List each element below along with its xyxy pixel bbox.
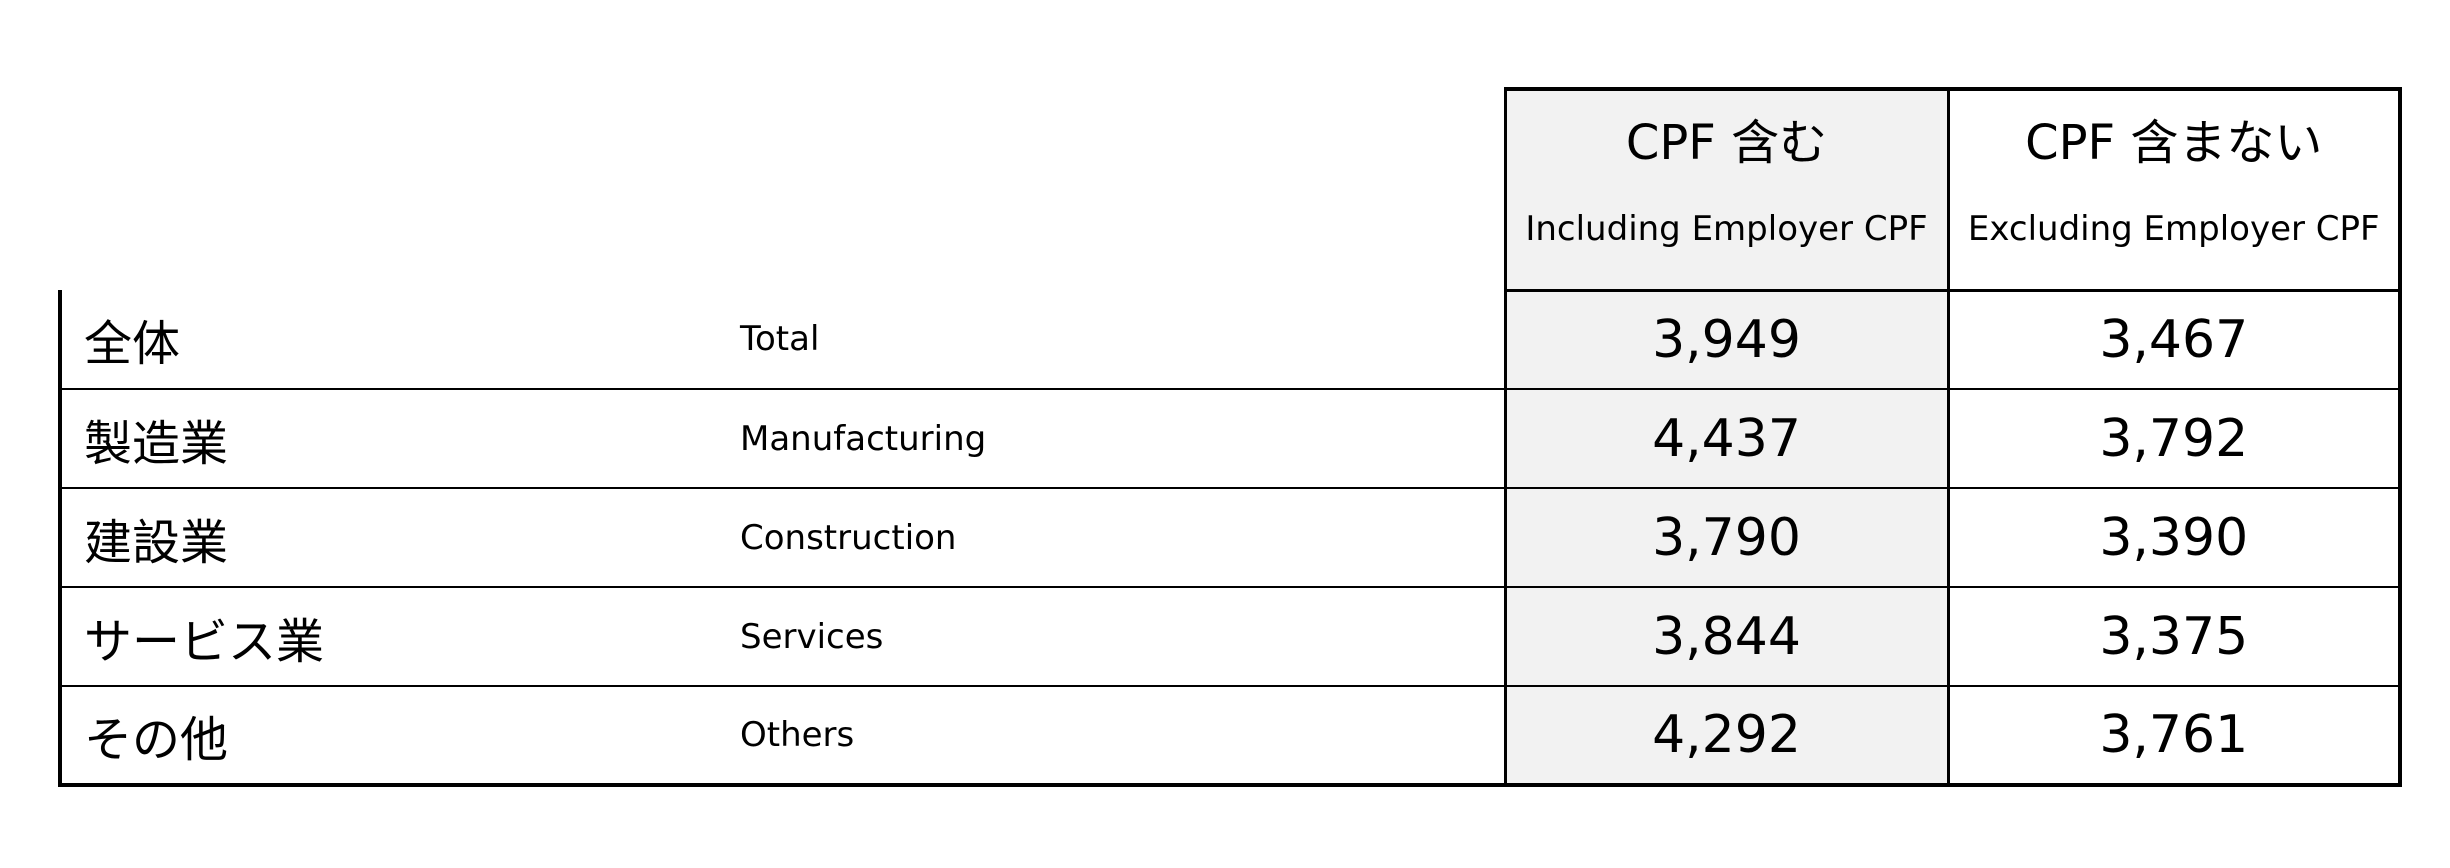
header-including-jp: CPF 含む	[1625, 115, 1828, 171]
value-including-cpf: 3,844	[1503, 587, 1948, 687]
header-excluding-cpf: CPF 含まない Excluding Employer CPF	[1946, 87, 2402, 292]
value-excluding-cpf: 3,792	[1946, 389, 2402, 489]
row-label-en: Services	[720, 587, 1505, 687]
header-row: CPF 含む Including Employer CPF CPF 含まない E…	[60, 87, 2402, 292]
value-excluding-cpf: 3,467	[1946, 290, 2402, 390]
value-excluding-cpf: 3,390	[1946, 488, 2402, 588]
value-excluding-cpf: 3,375	[1946, 587, 2402, 687]
wage-table: CPF 含む Including Employer CPF CPF 含まない E…	[58, 87, 2402, 787]
value-excluding-cpf: 3,761	[1946, 686, 2402, 787]
table-row: サービス業 Services 3,844 3,375	[58, 587, 2402, 687]
value-including-cpf: 4,437	[1503, 389, 1948, 489]
table-row: 全体 Total 3,949 3,467	[58, 290, 2402, 390]
wage-table-container: CPF 含む Including Employer CPF CPF 含まない E…	[58, 87, 2402, 787]
row-label-en: Total	[720, 290, 1505, 390]
row-label-jp: 全体	[58, 290, 720, 390]
row-label-jp: 製造業	[58, 389, 720, 489]
row-label-jp: その他	[58, 686, 720, 787]
header-excluding-en: Excluding Employer CPF	[1967, 209, 2380, 249]
row-label-en: Construction	[720, 488, 1505, 588]
value-including-cpf: 4,292	[1503, 686, 1948, 787]
table-row: 建設業 Construction 3,790 3,390	[58, 488, 2402, 588]
row-label-en: Others	[720, 686, 1505, 787]
value-including-cpf: 3,949	[1503, 290, 1948, 390]
header-including-cpf: CPF 含む Including Employer CPF	[1503, 87, 1950, 292]
header-excluding-jp: CPF 含まない	[2025, 115, 2323, 171]
header-including-en: Including Employer CPF	[1525, 209, 1928, 249]
table-row: 製造業 Manufacturing 4,437 3,792	[58, 389, 2402, 489]
table-row: その他 Others 4,292 3,761	[58, 686, 2402, 787]
row-label-jp: サービス業	[58, 587, 720, 687]
value-including-cpf: 3,790	[1503, 488, 1948, 588]
row-label-jp: 建設業	[58, 488, 720, 588]
header-blank	[60, 89, 1505, 290]
row-label-en: Manufacturing	[720, 389, 1505, 489]
